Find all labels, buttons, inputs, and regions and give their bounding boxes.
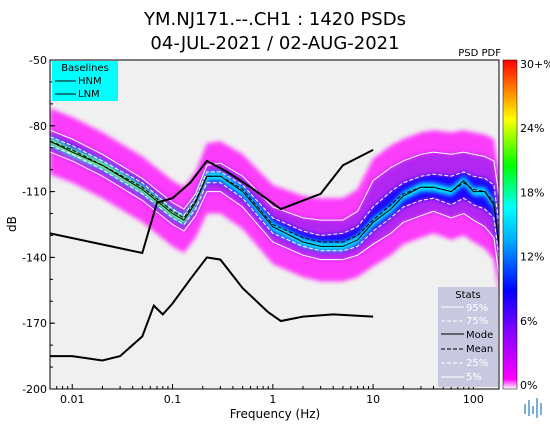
series-hnm-line (50, 149, 374, 255)
colorbar-tick-label-0: 30+% (520, 58, 550, 71)
stats-legend-title: Stats (455, 290, 481, 301)
series-lnm-line (50, 256, 374, 362)
y-axis: -50 -80 -110 -140 -170 -200 (22, 54, 55, 396)
chart-subtitle: 04-JUL-2021 / 02-AUG-2021 (150, 33, 399, 54)
y-tick-label-3: -140 (22, 251, 47, 264)
x-tick-label-4: 100 (463, 393, 484, 406)
series-75pct-line (50, 136, 499, 237)
legend-75-label: 75% (466, 316, 488, 327)
legend-hnm-label: HNM (78, 76, 102, 87)
stats-legend: Stats 95% 75% Mode Mean 25% 5% (438, 287, 498, 387)
y-tick-label-4: -170 (22, 317, 47, 330)
colorbar-tick-label-3: 12% (520, 251, 544, 264)
legend-mode-label: Mode (466, 330, 493, 341)
legend-lnm-label: LNM (78, 89, 100, 100)
colorbar-tick-label-4: 6% (520, 315, 537, 328)
series-mode-line (50, 140, 499, 247)
colorbar-tick-label-1: 24% (520, 122, 544, 135)
colorbar-ticks: 30+% 24% 18% 12% 6% 0% (520, 58, 550, 392)
x-tick-label-2: 1 (269, 393, 276, 406)
baselines-legend-title: Baselines (61, 63, 109, 74)
colorbar-label: PSD PDF (458, 48, 501, 59)
y-tick-label-2: -110 (22, 186, 47, 199)
plot-frame (49, 59, 500, 390)
stats-legend-box (438, 287, 498, 387)
legend-mean-label: Mean (466, 344, 493, 355)
colorbar (502, 59, 518, 390)
x-tick-label-3: 10 (366, 393, 380, 406)
series-95pct-line (50, 129, 499, 221)
baselines-legend: Baselines HNM LNM (52, 61, 118, 101)
x-axis-label: Frequency (Hz) (230, 407, 321, 421)
y-tick-label-1: -80 (29, 120, 47, 133)
series-mean-line (50, 140, 499, 245)
x-tick-label-1: 0.1 (164, 393, 182, 406)
legend-25-label: 25% (466, 358, 488, 369)
y-axis-label: dB (5, 216, 19, 232)
series-lines (50, 129, 499, 362)
series-25pct-line (50, 145, 499, 258)
x-axis: 0.01 0.1 1 10 100 (49, 384, 484, 406)
x-tick-label-0: 0.01 (60, 393, 85, 406)
series-5pct-line (50, 151, 499, 275)
y-tick-label-5: -200 (22, 383, 47, 396)
legend-5-label: 5% (466, 372, 482, 383)
legend-95-label: 95% (466, 303, 488, 314)
waveform-logo-icon (524, 398, 542, 418)
colorbar-tick-label-2: 18% (520, 186, 544, 199)
density-outer-band (50, 108, 499, 297)
y-tick-label-0: -50 (29, 54, 47, 67)
chart-title: YM.NJ171.--.CH1 : 1420 PSDs (143, 9, 406, 30)
colorbar-tick-label-5: 0% (520, 379, 537, 392)
